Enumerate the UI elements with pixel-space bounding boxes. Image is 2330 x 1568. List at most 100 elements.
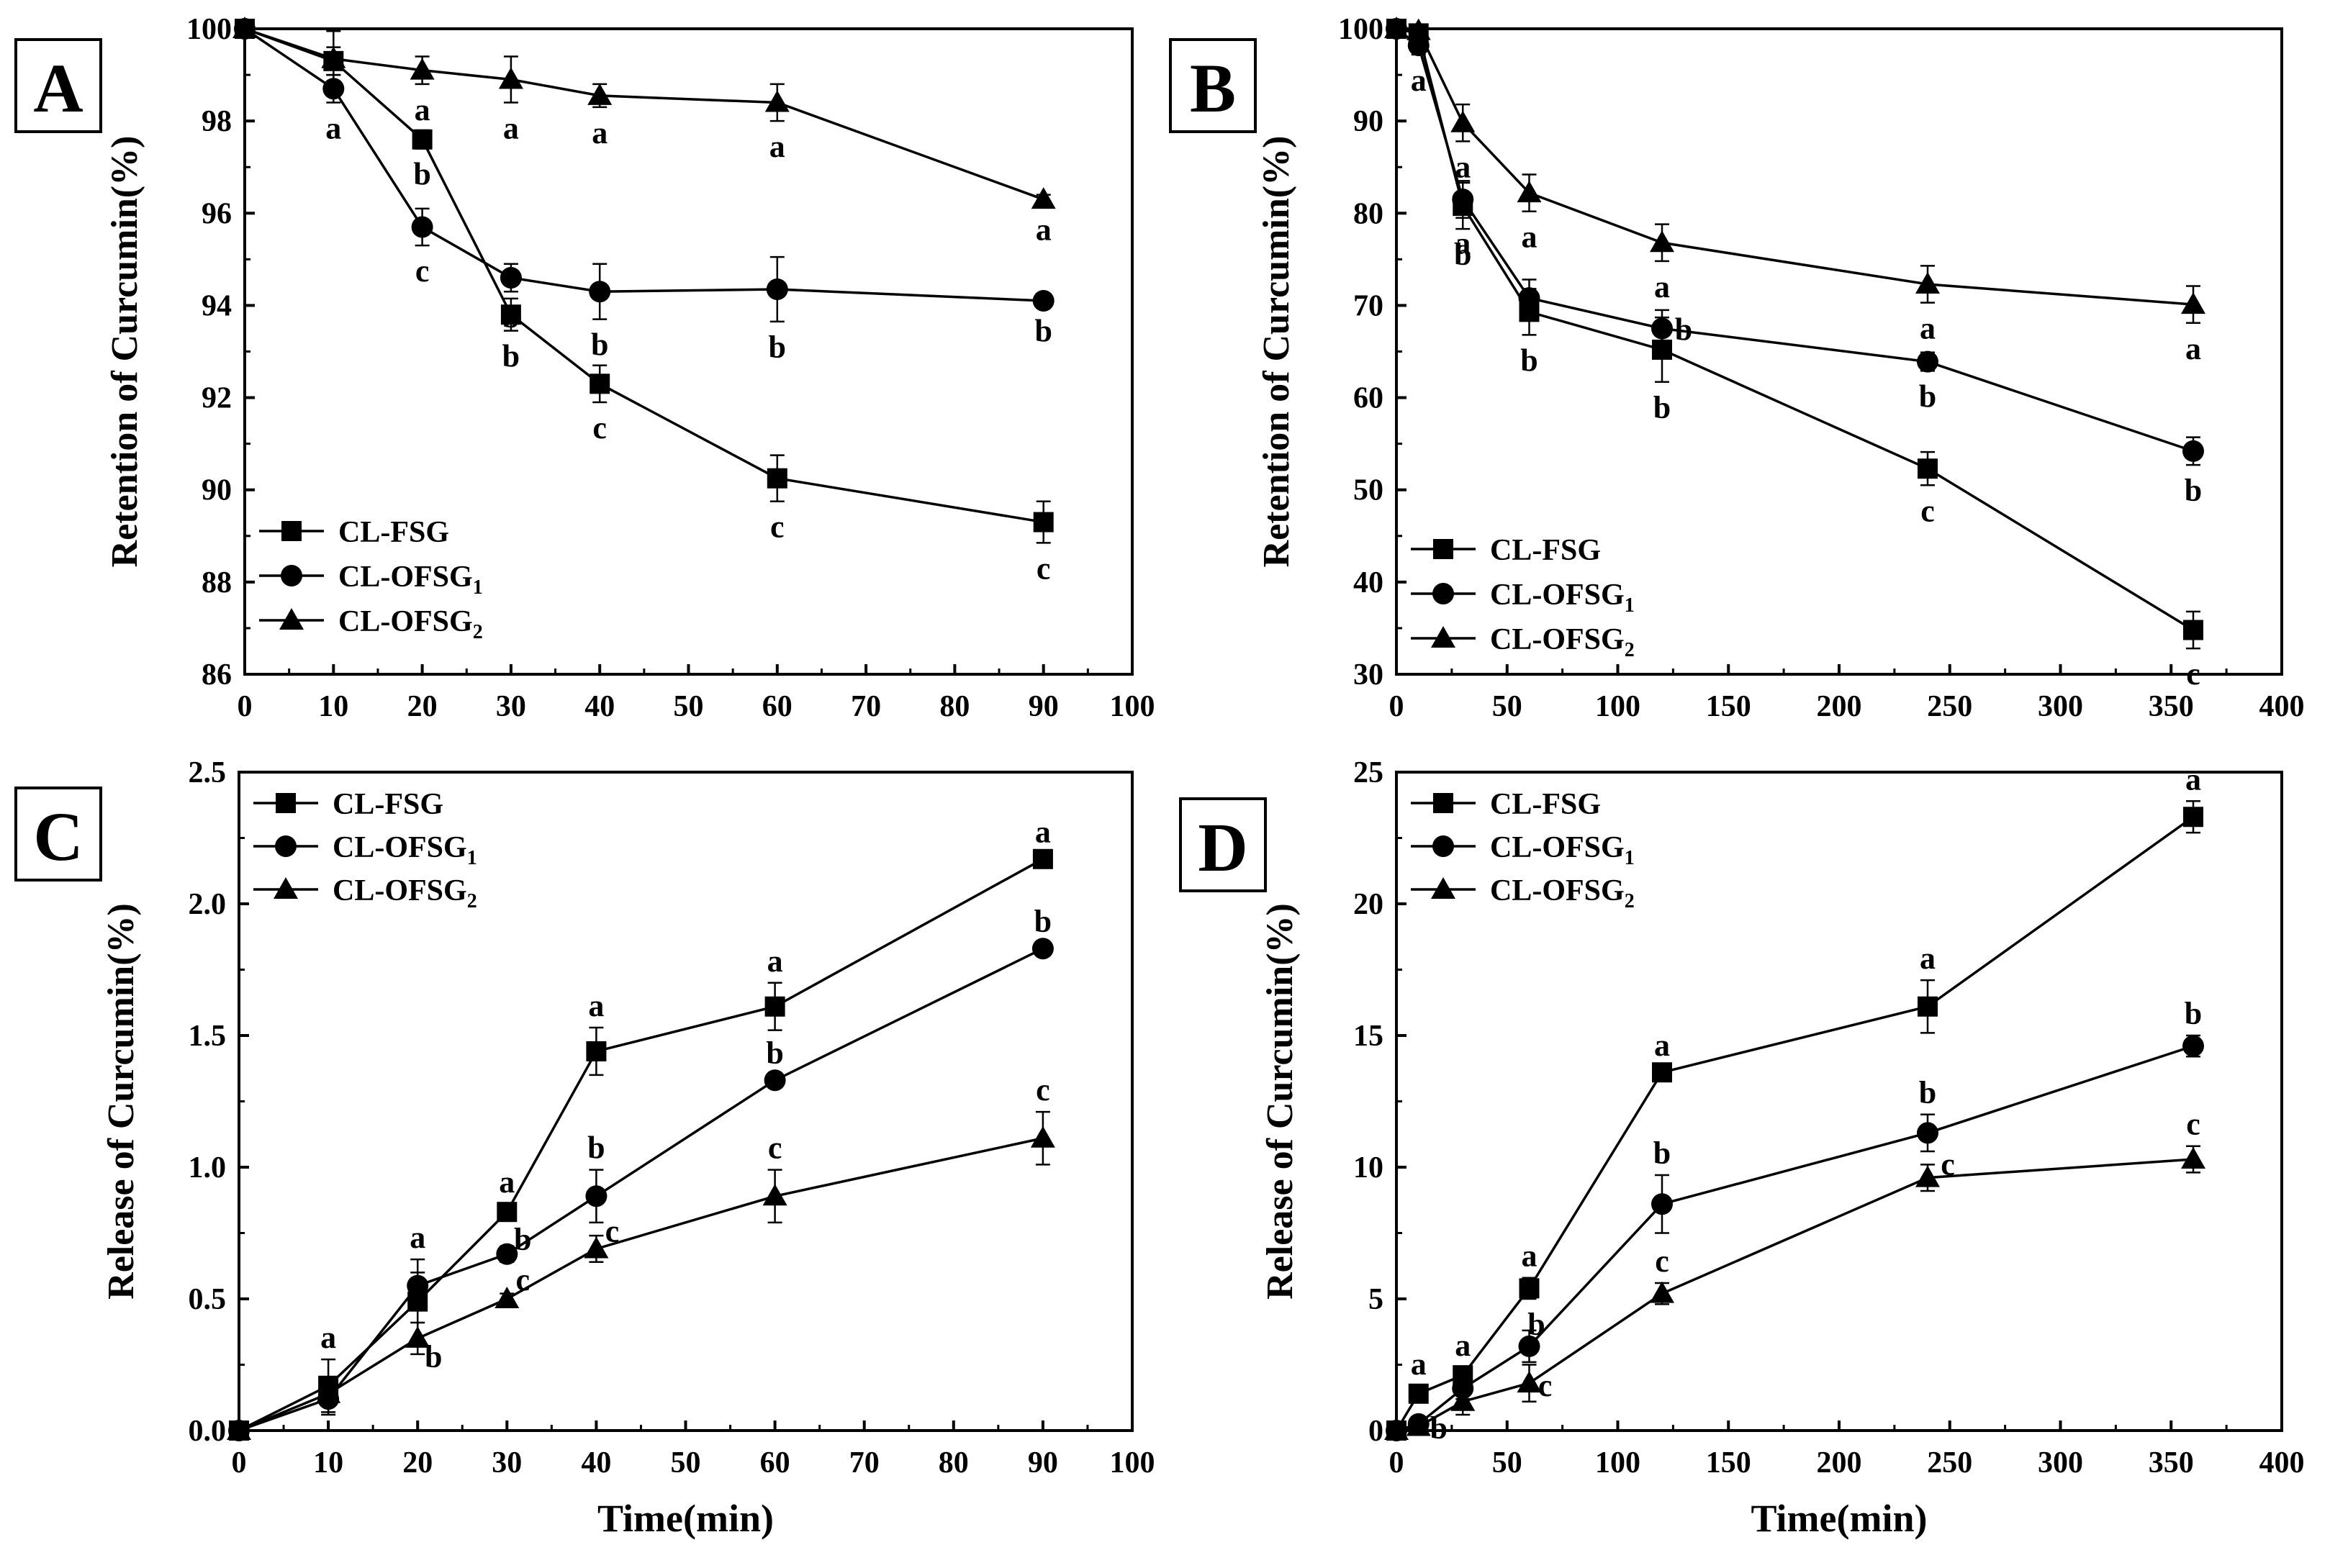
data-point-square [500, 304, 521, 325]
significance-label: b [766, 1035, 783, 1071]
significance-label: b [769, 330, 786, 365]
plot-frame [238, 771, 1134, 1432]
significance-label: a [769, 129, 785, 164]
data-point-circle [500, 266, 522, 289]
legend-label-main: CL-OFSG [333, 831, 467, 864]
data-point-square [497, 1202, 518, 1223]
x-tick-label: 150 [1706, 690, 1751, 723]
x-tick-label: 10 [318, 690, 348, 723]
legend-label: CL-OFSG1 [1490, 831, 1635, 869]
x-tick-label: 250 [1927, 1446, 1972, 1479]
data-point-square [586, 1041, 607, 1061]
significance-label: a [1455, 226, 1471, 261]
panel-badge-letter: A [33, 50, 83, 127]
data-point-square [767, 468, 787, 489]
y-tick-label: 10 [1353, 1151, 1383, 1184]
significance-label: b [1034, 904, 1052, 939]
y-tick-label: 80 [1353, 197, 1383, 230]
x-tick-label: 100 [1595, 690, 1640, 723]
y-axis-label: Retention of Curcumin(%) [1256, 136, 1297, 568]
legend-marker-square [1433, 539, 1453, 559]
legend-label: CL-OFSG1 [333, 831, 477, 869]
panel-badge: D [1179, 797, 1267, 892]
legend-marker-circle [281, 565, 302, 586]
significance-label: a [588, 988, 604, 1023]
legend-label-main: CL-FSG [333, 788, 443, 821]
y-tick-label: 2.5 [189, 756, 227, 789]
x-tick-label: 40 [581, 1446, 611, 1479]
data-point-circle [1031, 938, 1054, 960]
legend-label: CL-OFSG2 [1490, 623, 1635, 661]
x-tick-label: 300 [2038, 690, 2083, 723]
data-point-triangle [1031, 187, 1056, 209]
series-line [1396, 1158, 2194, 1432]
x-tick-label: 400 [2259, 1446, 2305, 1479]
series-cl-ofsg2: a a a a a [232, 17, 1056, 247]
data-point-triangle [2181, 292, 2205, 314]
significance-label: a [1411, 1346, 1427, 1382]
x-tick-label: 20 [407, 690, 438, 723]
data-point-circle [411, 216, 433, 238]
significance-label: c [1920, 493, 1935, 528]
series-cl-ofsg1: a c b b b b [234, 18, 1055, 365]
y-tick-label: 100 [1338, 13, 1383, 46]
x-tick-label: 70 [851, 690, 881, 723]
legend-label: CL-OFSG2 [338, 605, 483, 643]
legend-marker-square [281, 521, 302, 541]
panel-badge-box [14, 787, 102, 882]
significance-label: b [2185, 473, 2202, 508]
significance-label: b [2185, 996, 2202, 1031]
data-point-circle [1518, 287, 1540, 309]
significance-label: b [1034, 313, 1052, 348]
data-point-circle [764, 1069, 786, 1092]
y-tick-label: 2.0 [189, 888, 227, 921]
data-point-triangle [1517, 1371, 1542, 1393]
legend-label-subscript: 2 [467, 890, 477, 912]
x-tick-label: 10 [313, 1446, 343, 1479]
data-point-circle [1651, 317, 1673, 340]
series-cl-fsg: a a a a a a [229, 814, 1053, 1441]
y-tick-label: 94 [202, 289, 232, 322]
x-tick-label: 20 [402, 1446, 433, 1479]
significance-label: a [325, 111, 341, 146]
legend-label-subscript: 1 [473, 576, 483, 599]
significance-label: c [1941, 1147, 1955, 1182]
x-tick-label: 30 [496, 690, 526, 723]
significance-label: a [1654, 269, 1670, 304]
significance-label: a [1036, 212, 1052, 247]
x-tick-label: 80 [939, 690, 970, 723]
significance-label: a [1522, 1238, 1537, 1274]
x-tick-label: 50 [1492, 1446, 1522, 1479]
panel-badge-box [14, 38, 102, 133]
y-tick-label: 60 [1353, 382, 1383, 415]
x-tick-label: 0 [1389, 690, 1404, 723]
legend-label-subscript: 1 [1625, 847, 1635, 869]
significance-label: c [1538, 1368, 1553, 1403]
legend-label-main: CL-OFSG [1490, 874, 1625, 907]
x-tick-label: 350 [2149, 1446, 2194, 1479]
series-line [1395, 815, 2195, 1431]
significance-label: c [516, 1262, 530, 1297]
significance-label: a [410, 1220, 425, 1255]
significance-label: b [1653, 390, 1671, 425]
significance-label: a [1455, 1328, 1471, 1363]
series-cl-ofsg1: b b b b [228, 904, 1054, 1441]
significance-label: a [2185, 761, 2201, 797]
data-point-triangle [316, 1381, 341, 1403]
significance-label: c [1037, 550, 1051, 586]
y-tick-label: 0 [1368, 1415, 1383, 1448]
panel-b: 0 50 100 150 200 250 300 350 400 30 40 50 60 70 80 90 10… [1169, 13, 2305, 723]
y-tick-label: 92 [202, 382, 232, 415]
significance-label: b [587, 1130, 605, 1166]
significance-label: b [502, 299, 520, 335]
y-tick-label: 20 [1353, 888, 1383, 921]
significance-label: c [2186, 1107, 2200, 1142]
data-point-circle [589, 281, 611, 303]
data-point-triangle [762, 1184, 787, 1206]
y-tick-label: 25 [1353, 756, 1383, 789]
significance-label: b [502, 339, 520, 374]
data-point-square [412, 129, 433, 150]
significance-label: c [415, 253, 430, 289]
